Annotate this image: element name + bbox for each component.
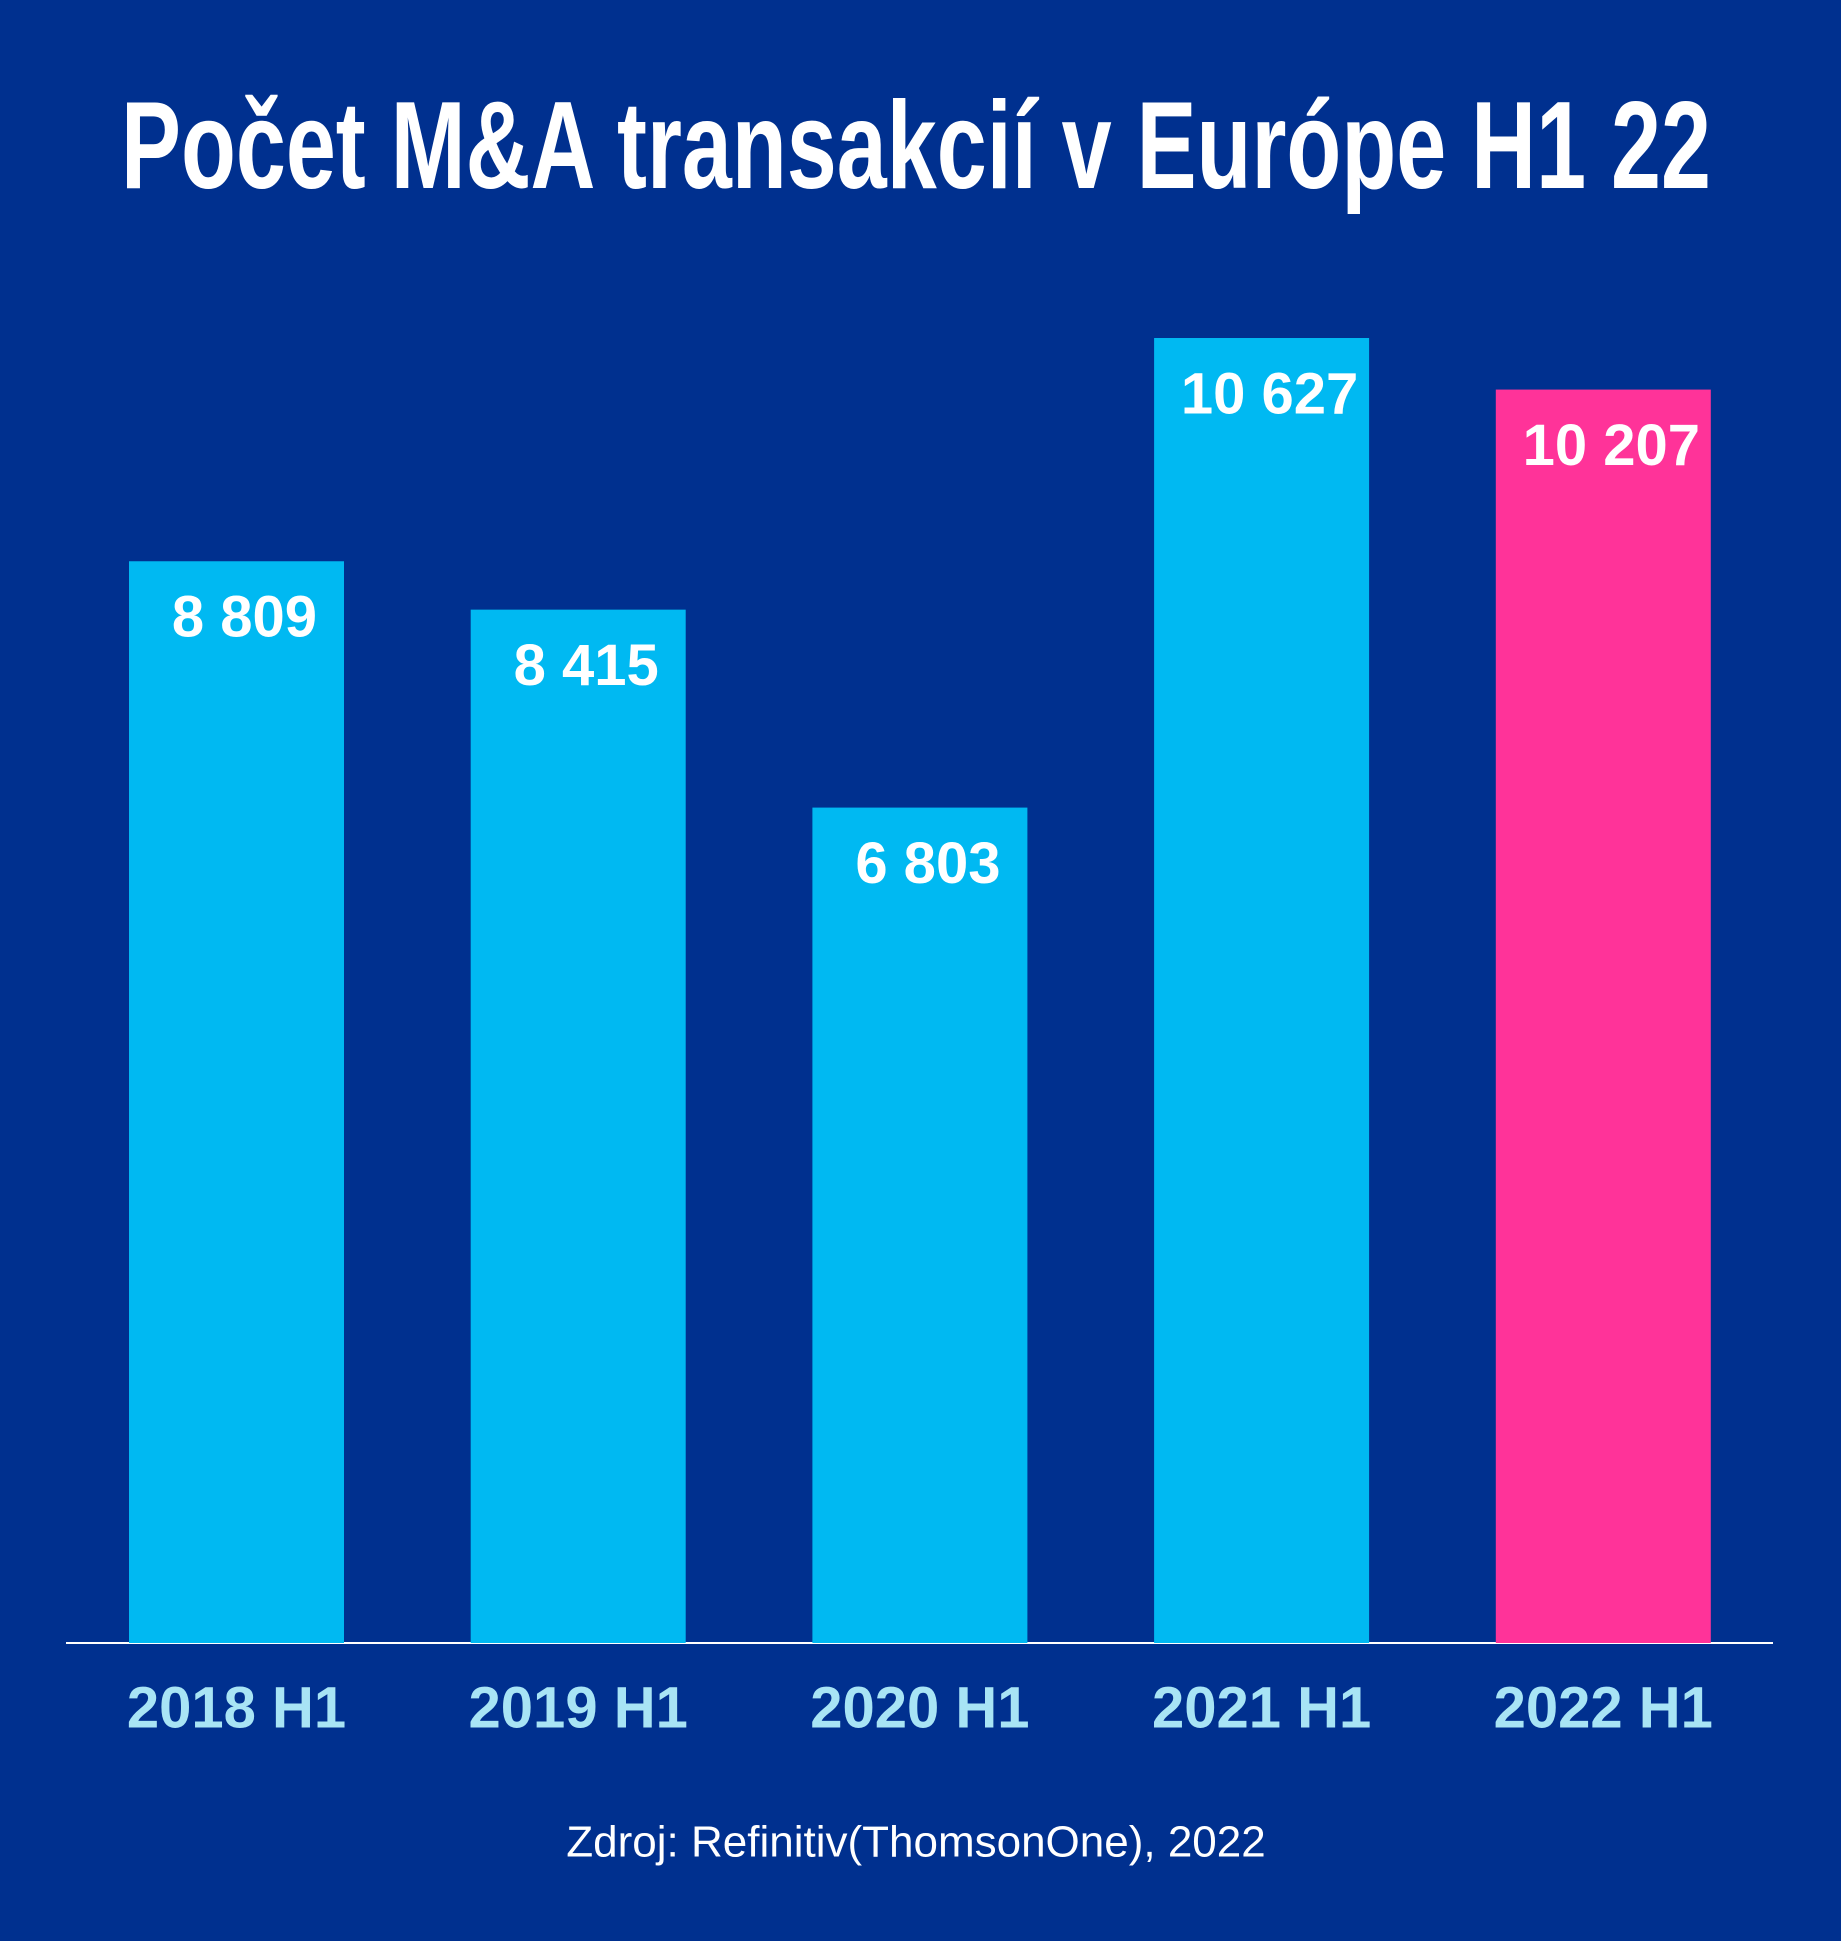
bar: [1154, 338, 1370, 1643]
bar: [1495, 389, 1711, 1643]
x-tick-label: 2021 H1: [1152, 1675, 1371, 1740]
chart-title: Počet M&A transakcií v Európe H1 22: [121, 77, 1711, 215]
value-label: 10 207: [1523, 413, 1700, 478]
bar: [129, 561, 344, 1643]
x-tick-label: 2022 H1: [1494, 1675, 1713, 1740]
bar: [470, 609, 686, 1644]
value-label: 10 627: [1181, 361, 1358, 426]
value-label: 6 803: [855, 831, 1000, 896]
x-tick-label: 2018 H1: [127, 1675, 346, 1740]
x-tick-label: 2019 H1: [469, 1675, 688, 1740]
x-tick-label: 2020 H1: [810, 1675, 1029, 1740]
bar: [812, 807, 1028, 1643]
value-label: 8 415: [514, 633, 659, 698]
source-note: Zdroj: Refinitiv(ThomsonOne), 2022: [566, 1818, 1265, 1867]
value-label: 8 809: [172, 585, 317, 650]
